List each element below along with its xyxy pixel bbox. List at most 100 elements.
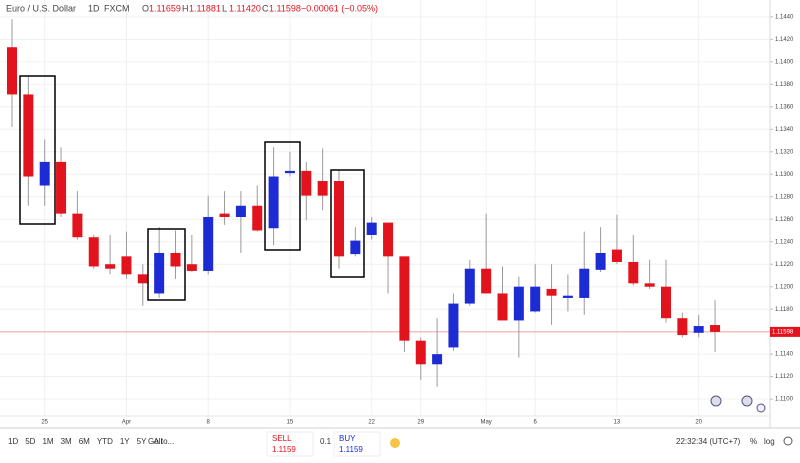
candle-body (137, 274, 148, 284)
candle-body (562, 295, 573, 298)
candle-body (154, 252, 165, 294)
y-tick-label: 1.1180 (775, 307, 794, 313)
y-tick-label: 1.1260 (775, 217, 794, 223)
candle-body (203, 216, 214, 271)
candle-body (56, 161, 67, 214)
candle-body (497, 293, 508, 321)
x-tick-label: 8 (207, 420, 211, 426)
sell-label: SELL (272, 434, 292, 443)
price-label: 1.11598 (772, 329, 794, 335)
candle-body (448, 303, 459, 348)
candle-body (301, 170, 312, 196)
candle-body (72, 213, 83, 238)
candle-body (366, 222, 377, 235)
x-tick-label: 22 (368, 420, 375, 426)
toolbar: Go to... SELL 1.1159 0.1 BUY 1.1159 22:3… (8, 431, 793, 457)
y-tick-label: 1.1340 (775, 127, 794, 133)
y-tick-label: 1.1220 (775, 262, 794, 268)
highlight-box (264, 141, 301, 251)
x-tick-label: May (480, 420, 491, 426)
x-tick-label: 13 (614, 420, 621, 426)
candle-body (464, 268, 475, 304)
candle-body (693, 326, 704, 333)
range-button[interactable]: All (153, 437, 162, 446)
y-tick-label: 1.1440 (775, 14, 794, 20)
change: −0.00061 (−0.05%) (301, 3, 378, 13)
candle-body (644, 283, 655, 287)
candle-body (284, 170, 295, 174)
candle-body (334, 181, 344, 257)
candle-body (611, 249, 622, 262)
buy-label: BUY (339, 434, 356, 443)
range-button[interactable]: 5Y (137, 437, 147, 446)
y-tick-label: 1.1280 (775, 194, 794, 200)
candle-body (546, 288, 557, 296)
candle-body (383, 222, 394, 257)
candle-body (170, 252, 181, 267)
interval[interactable]: 1D (88, 3, 100, 13)
range-button[interactable]: 6M (79, 437, 90, 446)
y-tick-label: 1.1400 (775, 59, 794, 65)
orders-icon[interactable] (390, 438, 400, 448)
y-tick-label: 1.1300 (775, 172, 794, 178)
y-tick-label: 1.1200 (775, 284, 794, 290)
candle-body (677, 318, 688, 336)
highlight-box (330, 169, 365, 278)
range-button[interactable]: 5D (25, 437, 35, 446)
y-tick-label: 1.1420 (775, 37, 794, 43)
log-toggle[interactable]: log (764, 437, 775, 446)
ohlc-value: 1.11598 (269, 3, 301, 13)
candle-body (186, 264, 197, 271)
event-icon[interactable] (710, 395, 722, 407)
source: FXCM (104, 3, 130, 13)
candle-body (105, 264, 116, 269)
x-tick-label: 15 (287, 420, 294, 426)
candle-body (661, 286, 671, 319)
candle-body (350, 240, 361, 255)
candle-body (235, 205, 246, 217)
candle-body (579, 268, 590, 298)
buy-price: 1.1159 (339, 445, 363, 454)
x-tick-label: Apr (122, 420, 131, 426)
range-button[interactable]: 1Y (120, 437, 130, 446)
header: Euro / U.S. Dollar 1D FXCM O 1.11659 H 1.11… (6, 3, 378, 13)
settings-icon[interactable] (783, 436, 793, 446)
highlight-box (147, 228, 186, 301)
candle-body (530, 286, 541, 312)
x-tick-label: 29 (417, 420, 424, 426)
candle-body (88, 237, 99, 267)
goto-button[interactable]: Go to... (148, 437, 174, 446)
highlight-box (19, 75, 56, 225)
ohlc-value: 1.11420 (229, 3, 261, 13)
range-button[interactable]: 1D (8, 437, 18, 446)
candle-body (39, 161, 50, 186)
candle-body (432, 354, 443, 365)
percent-toggle[interactable]: % (750, 437, 757, 446)
candle-body (268, 176, 279, 229)
candle-body (317, 181, 328, 196)
candle-body (219, 213, 230, 217)
event-icon[interactable] (756, 403, 766, 413)
candle-body (513, 286, 524, 321)
ohlc-key: L (222, 3, 227, 13)
ohlc-value: 1.11881 (189, 3, 221, 13)
sell-button[interactable] (266, 431, 314, 457)
range-button[interactable]: 1M (42, 437, 53, 446)
x-tick-label: 25 (41, 420, 48, 426)
x-tick-label: 20 (695, 420, 702, 426)
range-button[interactable]: 3M (61, 437, 72, 446)
clock: 22:32:34 (UTC+7) (676, 437, 741, 446)
candle-body (252, 205, 263, 231)
candle-body (7, 47, 17, 95)
event-icon[interactable] (741, 395, 753, 407)
symbol[interactable]: Euro / U.S. Dollar (6, 3, 76, 13)
candle-body (121, 256, 132, 275)
y-tick-label: 1.1140 (775, 352, 794, 358)
y-tick-label: 1.1100 (775, 397, 794, 403)
candle-body (481, 268, 492, 294)
buy-button[interactable] (333, 431, 381, 457)
ohlc-key: C (262, 3, 269, 13)
range-button[interactable]: YTD (97, 437, 113, 446)
